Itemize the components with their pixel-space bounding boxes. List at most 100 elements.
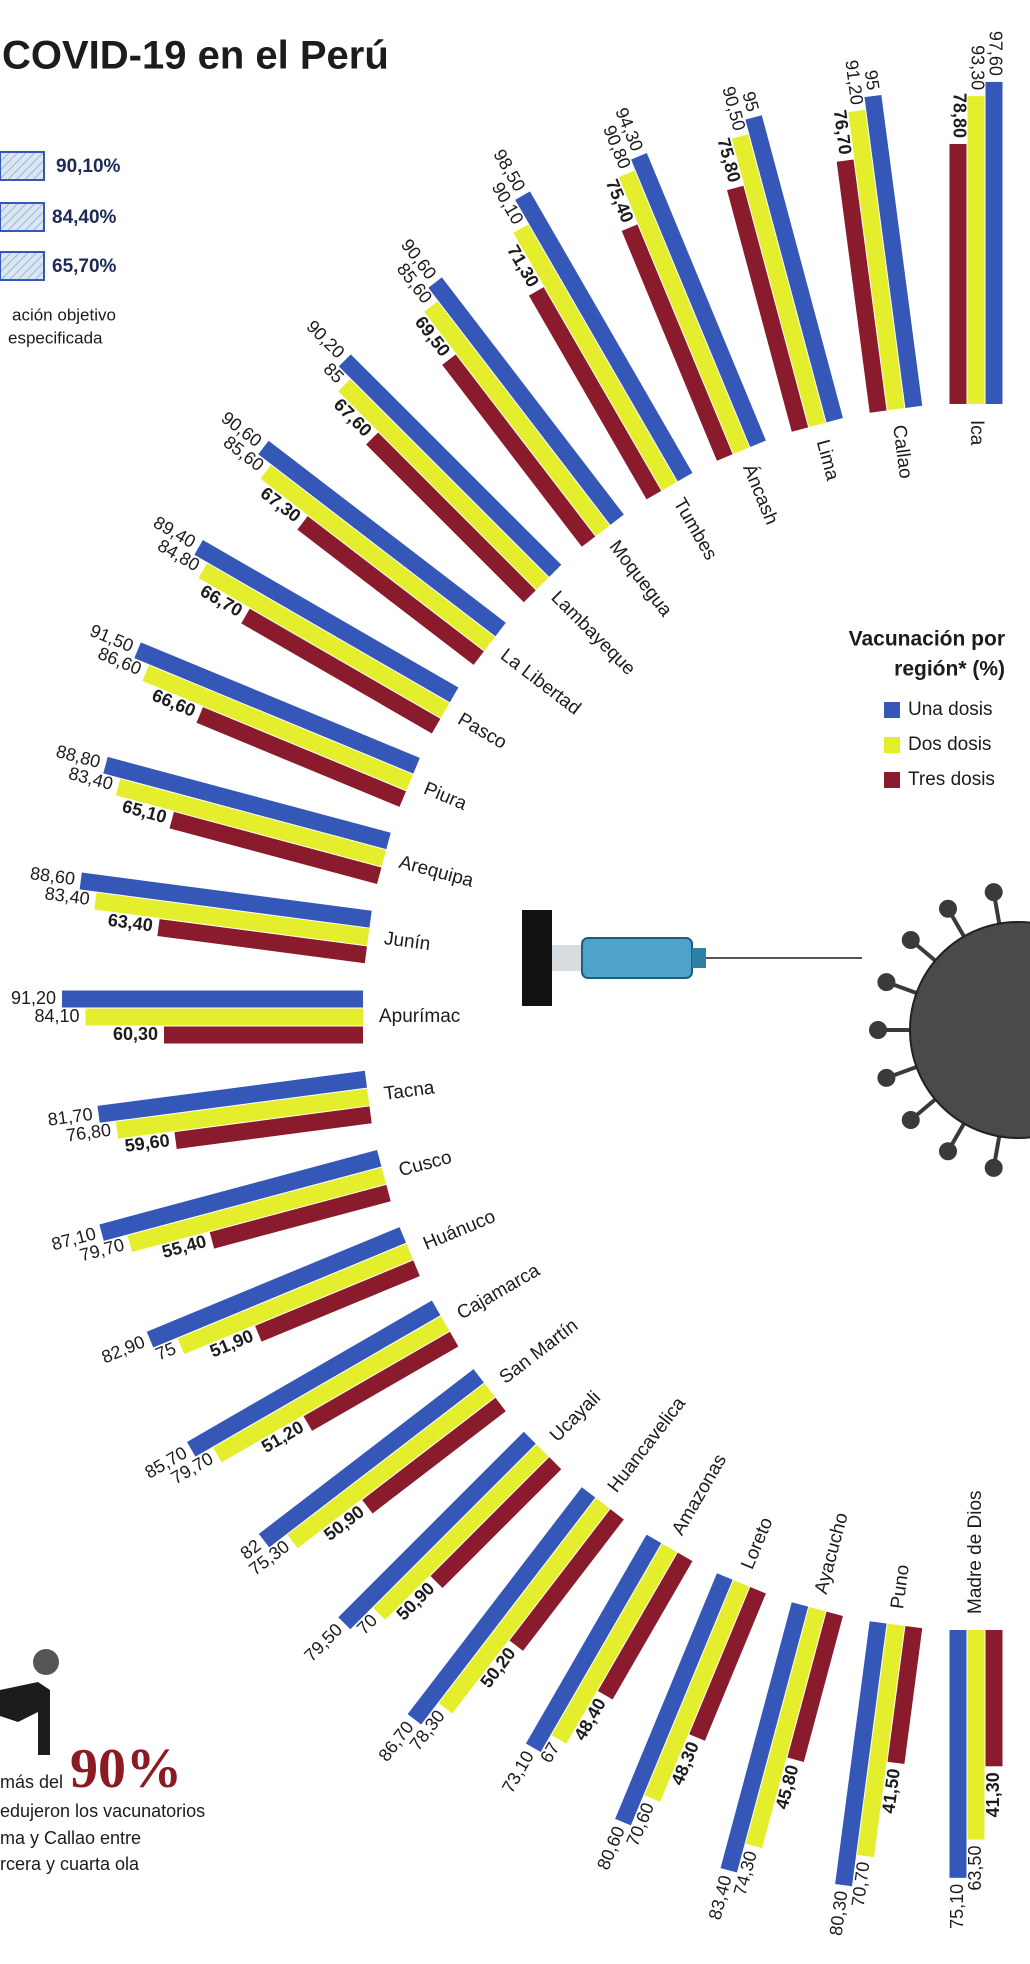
region-label: Loreto <box>737 1515 777 1573</box>
callout-figure: 90% <box>70 1738 182 1800</box>
region-label: Moquegua <box>605 537 677 621</box>
bar <box>967 1630 985 1840</box>
value-label: 97,60 <box>985 31 1005 76</box>
region-label: Arequipa <box>397 852 476 892</box>
bar <box>887 1625 923 1764</box>
bar <box>509 1509 624 1651</box>
bar <box>115 1088 370 1139</box>
region-label: Cusco <box>396 1147 453 1181</box>
bar <box>528 287 662 500</box>
bar <box>103 756 391 850</box>
summary-box <box>0 202 45 232</box>
bar <box>62 990 363 1008</box>
region-label: Huánuco <box>420 1206 498 1255</box>
virus-spike-tip <box>869 1021 887 1039</box>
region-label: Amazonas <box>668 1451 731 1539</box>
bar <box>967 96 985 404</box>
legend-label: Dos dosis <box>908 734 991 755</box>
value-label: 90,50 <box>718 84 749 133</box>
region-label: Lambayeque <box>547 587 640 680</box>
bar <box>787 1611 843 1762</box>
bar <box>621 224 733 461</box>
value-label: 93,30 <box>967 45 987 90</box>
bar <box>338 379 549 590</box>
region-label: Tacna <box>383 1077 436 1104</box>
bar <box>127 1167 387 1252</box>
bar <box>194 540 459 703</box>
bar <box>442 354 596 547</box>
bar <box>515 191 693 482</box>
bar <box>720 1602 809 1873</box>
legend-label: Tres dosis <box>908 769 995 790</box>
bar <box>366 432 536 603</box>
virus-spike-tip <box>939 1142 957 1161</box>
callout-text: ma y Callao entre <box>0 1828 141 1848</box>
bar <box>373 1444 549 1620</box>
bar <box>196 707 407 807</box>
bar <box>287 1383 495 1549</box>
region-label: San Martín <box>496 1315 583 1388</box>
bar <box>164 1026 363 1044</box>
bar <box>209 1184 391 1249</box>
summary-box <box>0 251 45 281</box>
bar <box>258 1369 484 1548</box>
value-label: 91,20 <box>841 59 867 106</box>
bar <box>169 811 382 884</box>
syringe-illustration <box>522 910 862 1006</box>
value-label: 82,90 <box>99 1332 148 1368</box>
bar <box>644 1580 750 1802</box>
region-label: Apurímac <box>379 1006 460 1027</box>
bar <box>745 115 843 423</box>
bar <box>731 134 826 428</box>
virus-spike-tip <box>901 931 920 950</box>
virus-spike-tip <box>877 973 896 992</box>
bar <box>513 224 677 491</box>
region-label: Ica <box>966 420 987 446</box>
summary-figure: 90,10% <box>56 156 121 177</box>
virus-illustration <box>869 883 1030 1177</box>
bar <box>835 1621 887 1887</box>
value-label: 73,10 <box>498 1747 538 1796</box>
value-label: 90,20 <box>303 316 349 362</box>
bar <box>428 277 624 525</box>
value-label: 95 <box>861 69 883 91</box>
region-label: Áncash <box>738 461 782 528</box>
bar <box>424 301 610 536</box>
value-label: 41,30 <box>983 1772 1003 1817</box>
value-label: 80,30 <box>826 1890 852 1937</box>
person-icon <box>0 1649 59 1755</box>
bar <box>949 143 967 404</box>
virus-spike-tip <box>939 899 957 918</box>
bar <box>615 1573 733 1826</box>
bar <box>857 1623 905 1858</box>
bar <box>438 1498 610 1714</box>
region-label: Junín <box>383 928 432 955</box>
bar <box>985 1630 1003 1767</box>
bar <box>213 1316 450 1463</box>
legend-title: Vacunación por <box>849 628 1005 651</box>
virus-spike-tip <box>901 1110 920 1129</box>
bar <box>303 1331 459 1431</box>
bar <box>94 892 370 946</box>
bar <box>338 1431 536 1630</box>
summary-figure: 65,70% <box>52 256 117 277</box>
bar <box>198 563 450 718</box>
value-label: 84,10 <box>34 1006 79 1026</box>
callout-text: edujeron los vacunatorios <box>0 1801 205 1821</box>
value-label: 79,50 <box>300 1620 346 1666</box>
bar <box>79 872 372 928</box>
bar <box>745 1606 826 1849</box>
region-label: Huancavelica <box>604 1393 690 1497</box>
bar <box>362 1397 506 1514</box>
bar <box>258 440 506 637</box>
bar <box>260 465 495 651</box>
summary-figure: 84,40% <box>52 207 117 228</box>
bar <box>85 1008 363 1026</box>
legend-label: Una dosis <box>908 699 993 720</box>
bar <box>727 185 809 432</box>
bar <box>430 1457 562 1588</box>
value-label: 91,20 <box>11 988 56 1008</box>
